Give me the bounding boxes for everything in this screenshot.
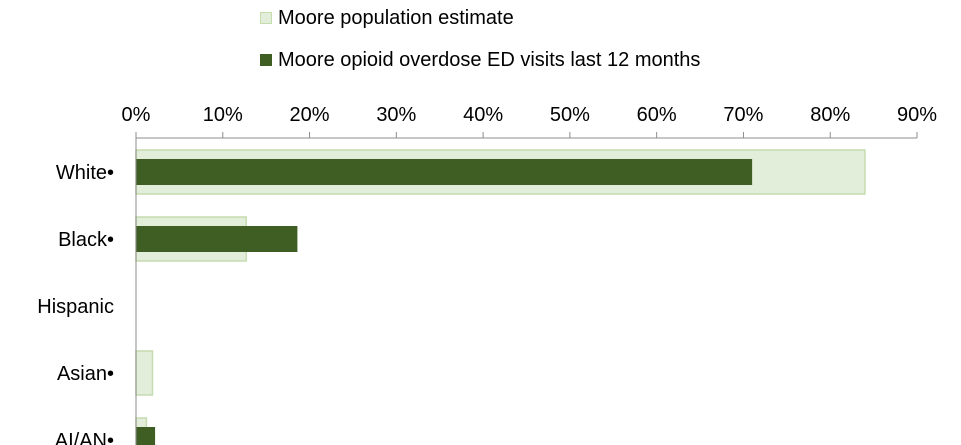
x-tick-label-0: 0%	[122, 104, 151, 126]
legend-swatch-ed-visits	[260, 54, 272, 66]
x-tick-label-5: 50%	[550, 104, 590, 126]
x-tick-label-3: 30%	[376, 104, 416, 126]
legend-label-population: Moore population estimate	[278, 6, 514, 29]
bar-ed-visits-0	[136, 159, 753, 185]
bar-ed-visits-4	[136, 427, 156, 445]
legend-label-ed-visits: Moore opioid overdose ED visits last 12 …	[278, 48, 701, 71]
category-label-2: Hispanic	[37, 296, 114, 318]
legend-item-ed-visits: Moore opioid overdose ED visits last 12 …	[260, 46, 700, 74]
x-tick-label-7: 70%	[723, 104, 763, 126]
x-tick-label-1: 10%	[203, 104, 243, 126]
x-tick-label-9: 90%	[897, 104, 937, 126]
category-label-0: White•	[56, 162, 114, 184]
x-tick-label-4: 40%	[463, 104, 503, 126]
legend: Moore population estimate Moore opioid o…	[260, 4, 700, 88]
bar-ed-visits-1	[136, 226, 298, 252]
legend-swatch-population	[260, 12, 272, 24]
x-tick-label-6: 60%	[637, 104, 677, 126]
category-label-1: Black•	[58, 229, 114, 251]
category-label-3: Asian•	[57, 363, 114, 385]
legend-item-population: Moore population estimate	[260, 4, 700, 32]
x-tick-label-2: 20%	[290, 104, 330, 126]
category-label-4: AI/AN•	[55, 430, 114, 445]
bar-population-3	[135, 350, 154, 396]
x-tick-label-8: 80%	[810, 104, 850, 126]
